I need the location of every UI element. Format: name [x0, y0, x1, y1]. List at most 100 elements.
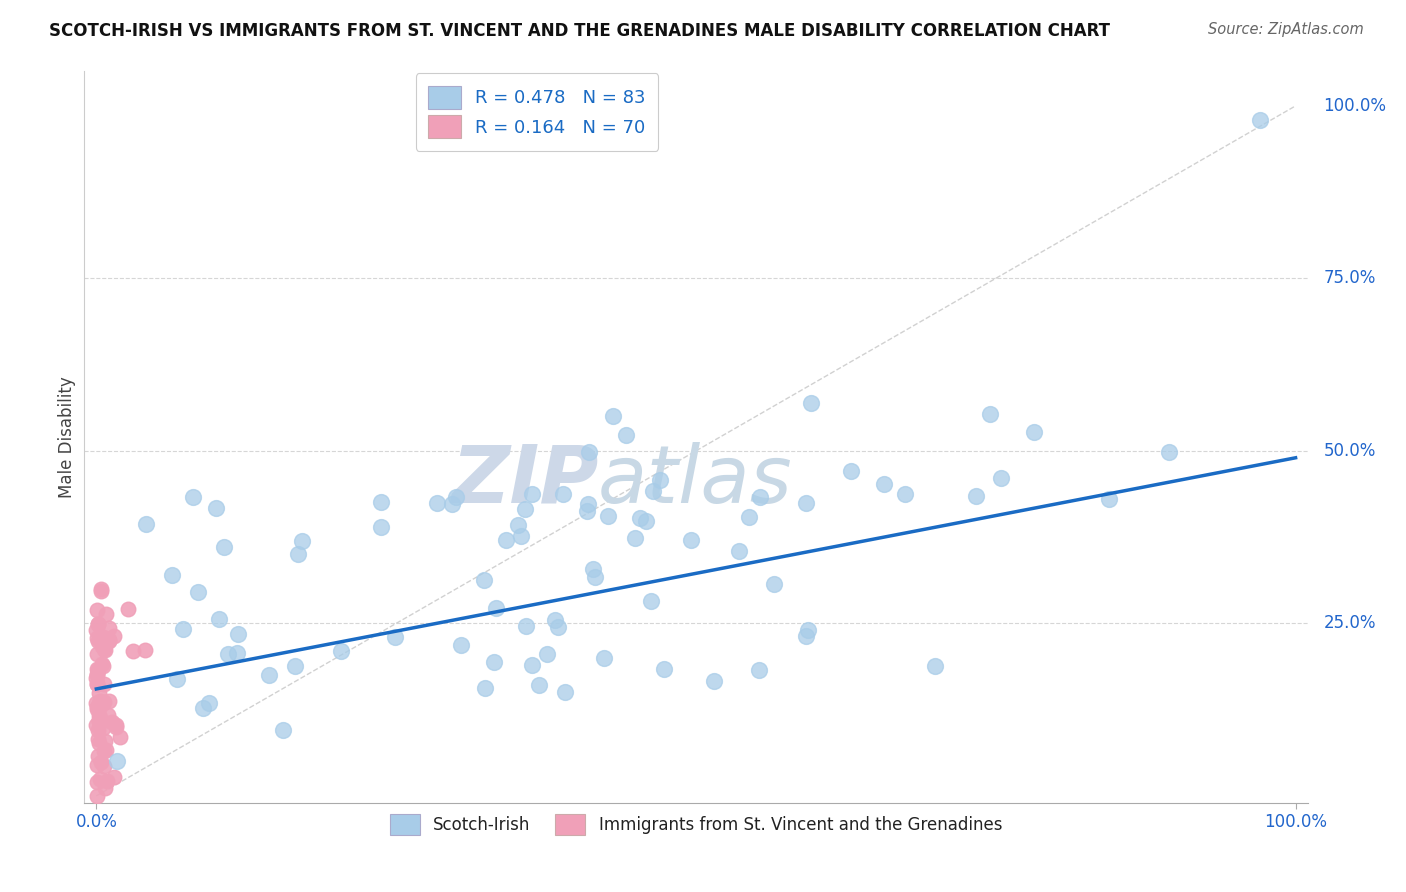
Point: [628, 511, 651, 525]
Point: [103, 630, 125, 644]
Point: [103, 770, 125, 784]
Legend: Scotch-Irish, Immigrants from St. Vincent and the Grenadines: Scotch-Irish, Immigrants from St. Vincen…: [382, 807, 1010, 842]
Point: [86, 775, 108, 789]
Point: [1157, 445, 1180, 459]
Point: [94, 743, 117, 757]
Point: [679, 533, 702, 548]
Point: [86, 676, 108, 690]
Point: [90, 657, 112, 672]
Point: [87, 700, 110, 714]
Point: [634, 514, 657, 528]
Point: [91, 639, 114, 653]
Point: [205, 500, 228, 515]
Point: [257, 667, 280, 681]
Point: [893, 487, 915, 501]
Point: [91, 714, 114, 728]
Point: [506, 517, 529, 532]
Text: Source: ZipAtlas.com: Source: ZipAtlas.com: [1208, 22, 1364, 37]
Point: [426, 496, 449, 510]
Point: [186, 585, 208, 599]
Point: [1249, 112, 1271, 127]
Point: [522, 657, 544, 672]
Point: [640, 594, 662, 608]
Point: [86, 647, 108, 661]
Point: [217, 647, 239, 661]
Point: [536, 647, 558, 661]
Point: [89, 714, 111, 728]
Point: [839, 464, 862, 478]
Point: [800, 395, 823, 409]
Point: [86, 789, 108, 803]
Point: [284, 658, 307, 673]
Point: [87, 616, 110, 631]
Point: [444, 490, 467, 504]
Point: [529, 678, 551, 692]
Point: [370, 520, 392, 534]
Point: [87, 663, 110, 677]
Point: [872, 477, 894, 491]
Point: [87, 712, 110, 726]
Point: [472, 573, 495, 587]
Point: [86, 672, 108, 686]
Point: [515, 619, 537, 633]
Point: [228, 627, 250, 641]
Point: [1098, 491, 1121, 506]
Point: [924, 658, 946, 673]
Point: [198, 696, 221, 710]
Point: [208, 612, 231, 626]
Point: [86, 623, 108, 637]
Point: [160, 568, 183, 582]
Point: [271, 723, 294, 737]
Point: [87, 714, 110, 729]
Point: [90, 755, 112, 769]
Point: [94, 781, 117, 796]
Point: [226, 646, 249, 660]
Point: [287, 547, 309, 561]
Point: [87, 723, 110, 737]
Point: [796, 623, 818, 637]
Point: [979, 407, 1001, 421]
Point: [212, 541, 235, 555]
Point: [93, 695, 115, 709]
Point: [91, 659, 114, 673]
Point: [990, 471, 1012, 485]
Point: [474, 681, 496, 695]
Point: [738, 510, 761, 524]
Point: [166, 672, 188, 686]
Point: [134, 643, 156, 657]
Point: [86, 718, 108, 732]
Point: [291, 533, 314, 548]
Point: [583, 569, 606, 583]
Point: [614, 428, 637, 442]
Point: [86, 702, 108, 716]
Point: [794, 495, 817, 509]
Point: [748, 663, 770, 677]
Point: [98, 633, 121, 648]
Point: [547, 620, 569, 634]
Point: [623, 531, 645, 545]
Point: [105, 755, 128, 769]
Point: [520, 487, 543, 501]
Point: [98, 693, 121, 707]
Point: [105, 718, 128, 732]
Point: [440, 497, 463, 511]
Point: [181, 490, 204, 504]
Point: [728, 544, 751, 558]
Point: [554, 684, 576, 698]
Point: [1022, 425, 1045, 439]
Point: [93, 677, 115, 691]
Point: [370, 495, 392, 509]
Point: [87, 708, 110, 723]
Point: [762, 577, 785, 591]
Point: [652, 662, 675, 676]
Point: [513, 501, 536, 516]
Point: [87, 736, 110, 750]
Point: [965, 489, 987, 503]
Point: [172, 622, 194, 636]
Point: [86, 668, 108, 682]
Text: 75.0%: 75.0%: [1323, 269, 1376, 287]
Point: [91, 630, 114, 644]
Point: [94, 643, 117, 657]
Point: [482, 655, 505, 669]
Point: [89, 772, 111, 786]
